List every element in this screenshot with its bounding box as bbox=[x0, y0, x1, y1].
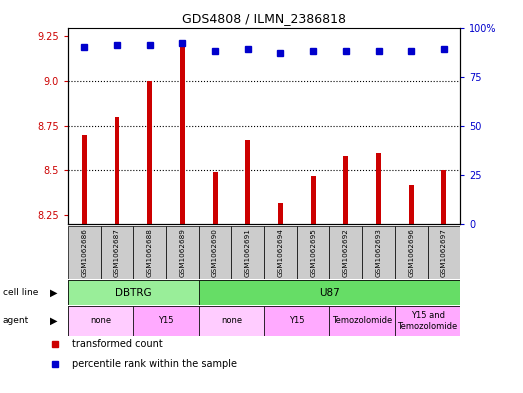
Text: none: none bbox=[90, 316, 111, 325]
Bar bbox=[428, 226, 460, 279]
Bar bbox=[264, 226, 297, 279]
Text: GSM1062694: GSM1062694 bbox=[278, 228, 283, 277]
Text: GSM1062689: GSM1062689 bbox=[179, 228, 185, 277]
Text: Y15 and
Temozolomide: Y15 and Temozolomide bbox=[397, 311, 458, 331]
Bar bbox=[329, 306, 395, 336]
Bar bbox=[311, 176, 315, 224]
Text: agent: agent bbox=[3, 316, 29, 325]
Text: ▶: ▶ bbox=[50, 316, 57, 326]
Bar bbox=[376, 152, 381, 224]
Text: GSM1062692: GSM1062692 bbox=[343, 228, 349, 277]
Bar bbox=[344, 156, 348, 224]
Bar bbox=[147, 81, 152, 224]
Text: transformed count: transformed count bbox=[72, 340, 163, 349]
Bar bbox=[264, 306, 329, 336]
Text: GSM1062690: GSM1062690 bbox=[212, 228, 218, 277]
Bar bbox=[68, 226, 100, 279]
Title: GDS4808 / ILMN_2386818: GDS4808 / ILMN_2386818 bbox=[182, 12, 346, 25]
Text: Temozolomide: Temozolomide bbox=[332, 316, 392, 325]
Bar bbox=[166, 226, 199, 279]
Bar bbox=[245, 140, 250, 224]
Bar bbox=[133, 226, 166, 279]
Text: GSM1062686: GSM1062686 bbox=[82, 228, 87, 277]
Bar bbox=[180, 45, 185, 224]
Bar bbox=[199, 280, 460, 305]
Bar bbox=[133, 306, 199, 336]
Text: GSM1062693: GSM1062693 bbox=[376, 228, 381, 277]
Bar bbox=[100, 226, 133, 279]
Bar bbox=[409, 185, 414, 224]
Bar bbox=[199, 306, 264, 336]
Text: none: none bbox=[221, 316, 242, 325]
Text: ▶: ▶ bbox=[50, 288, 57, 298]
Text: GSM1062687: GSM1062687 bbox=[114, 228, 120, 277]
Text: DBTRG: DBTRG bbox=[115, 288, 152, 298]
Bar bbox=[213, 172, 218, 224]
Text: GSM1062695: GSM1062695 bbox=[310, 228, 316, 277]
Text: Y15: Y15 bbox=[158, 316, 174, 325]
Bar bbox=[231, 226, 264, 279]
Bar bbox=[278, 202, 283, 224]
Text: U87: U87 bbox=[319, 288, 340, 298]
Bar bbox=[68, 280, 199, 305]
Text: GSM1062697: GSM1062697 bbox=[441, 228, 447, 277]
Text: GSM1062688: GSM1062688 bbox=[147, 228, 153, 277]
Bar bbox=[68, 306, 133, 336]
Text: GSM1062696: GSM1062696 bbox=[408, 228, 414, 277]
Bar bbox=[82, 135, 87, 224]
Bar bbox=[297, 226, 329, 279]
Text: GSM1062691: GSM1062691 bbox=[245, 228, 251, 277]
Bar bbox=[395, 226, 428, 279]
Text: cell line: cell line bbox=[3, 288, 38, 297]
Text: Y15: Y15 bbox=[289, 316, 304, 325]
Text: percentile rank within the sample: percentile rank within the sample bbox=[72, 359, 237, 369]
Bar bbox=[329, 226, 362, 279]
Bar bbox=[395, 306, 460, 336]
Bar bbox=[115, 117, 119, 224]
Bar bbox=[362, 226, 395, 279]
Bar bbox=[199, 226, 231, 279]
Bar bbox=[441, 171, 446, 224]
